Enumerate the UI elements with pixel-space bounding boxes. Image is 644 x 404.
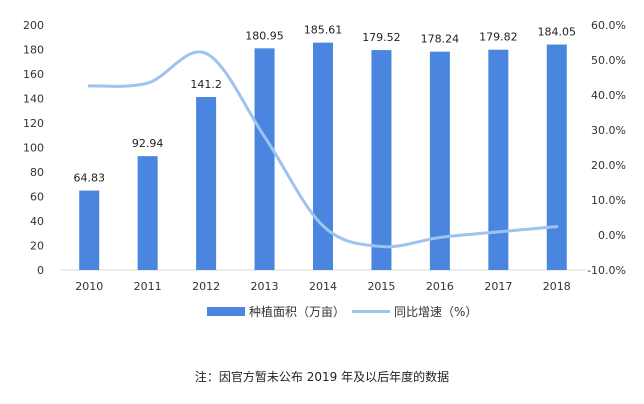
bar-data-label: 184.05 [538, 26, 577, 39]
x-tick-label: 2018 [543, 280, 571, 293]
y-left-tick-label: 120 [23, 117, 44, 130]
bar-data-label: 141.2 [190, 78, 222, 91]
y-left-tick-label: 40 [30, 215, 44, 228]
bar-data-label: 179.52 [362, 31, 401, 44]
bar [313, 43, 333, 270]
x-tick-label: 2012 [192, 280, 220, 293]
x-tick-label: 2014 [309, 280, 337, 293]
y-left-tick-label: 140 [23, 93, 44, 106]
y-right-tick-label: 10.0% [591, 194, 626, 207]
x-tick-label: 2017 [484, 280, 512, 293]
legend-bar-swatch [207, 307, 245, 316]
legend: 种植面积（万亩） 同比增速（%） [207, 304, 477, 319]
y-right-tick-label: 30.0% [591, 124, 626, 137]
y-right-tick-label: -10.0% [587, 264, 626, 277]
y-left-tick-label: 180 [23, 44, 44, 57]
footnote: 注：因官方暂未公布 2019 年及以后年度的数据 [0, 368, 644, 385]
y-left-tick-label: 160 [23, 68, 44, 81]
y-right-tick-label: 0.0% [598, 229, 626, 242]
x-tick-label: 2015 [367, 280, 395, 293]
y-left-tick-label: 100 [23, 142, 44, 155]
bar-data-label: 92.94 [132, 137, 164, 150]
legend-bar-label: 种植面积（万亩） [249, 304, 345, 319]
bar [547, 45, 567, 270]
bar-data-label: 185.61 [304, 24, 343, 37]
bar-data-label: 64.83 [73, 172, 105, 185]
y-left-tick-label: 60 [30, 191, 44, 204]
bars-group [79, 43, 567, 270]
y-left-tick-label: 0 [37, 264, 44, 277]
bar [79, 191, 99, 270]
bar [196, 97, 216, 270]
bar [138, 156, 158, 270]
x-tick-label: 2013 [251, 280, 279, 293]
bar-data-label: 180.95 [245, 29, 284, 42]
y-left-tick-label: 200 [23, 19, 44, 32]
x-tick-label: 2011 [134, 280, 162, 293]
bar-data-label: 179.82 [479, 31, 518, 44]
y-left-tick-label: 80 [30, 166, 44, 179]
y-left-tick-label: 20 [30, 240, 44, 253]
bar-data-label: 178.24 [421, 33, 460, 46]
x-tick-label: 2010 [75, 280, 103, 293]
y-right-tick-label: 20.0% [591, 159, 626, 172]
y-right-tick-label: 50.0% [591, 54, 626, 67]
x-tick-label: 2016 [426, 280, 454, 293]
legend-line-label: 同比增速（%） [394, 305, 477, 319]
bar [255, 48, 275, 270]
bar [488, 50, 508, 270]
y-right-tick-label: 40.0% [591, 89, 626, 102]
y-right-tick-label: 60.0% [591, 19, 626, 32]
bar [371, 50, 391, 270]
